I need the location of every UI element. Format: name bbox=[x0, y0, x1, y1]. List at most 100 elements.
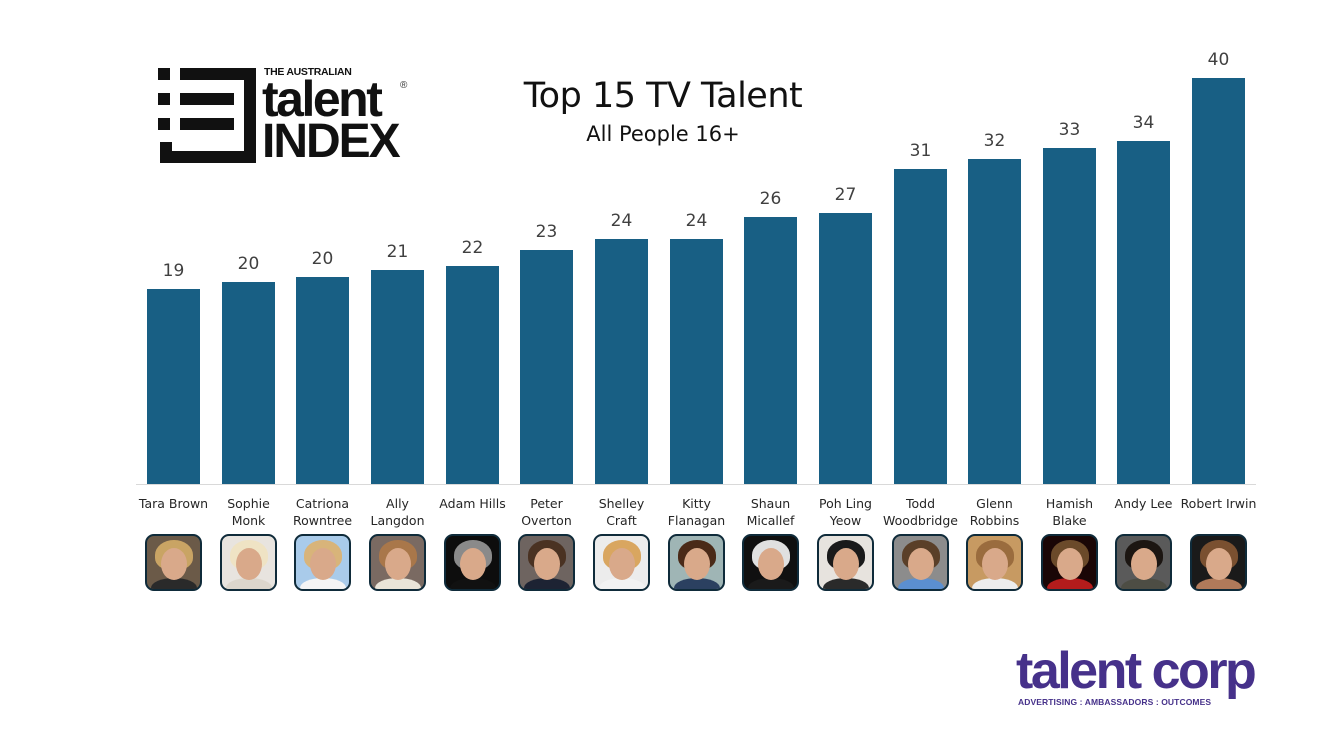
face-shape bbox=[236, 548, 262, 580]
bar bbox=[1192, 78, 1245, 484]
talent-photo bbox=[742, 534, 799, 591]
category-label-line1: Catriona bbox=[295, 496, 350, 511]
bar bbox=[446, 266, 499, 484]
talent-photo bbox=[1190, 534, 1247, 591]
talent-photo bbox=[668, 534, 725, 591]
face-shape bbox=[982, 548, 1008, 580]
talent-photo bbox=[1041, 534, 1098, 591]
category-label-line2: Overton bbox=[521, 513, 572, 528]
face-shape bbox=[385, 548, 411, 580]
data-label: 24 bbox=[685, 211, 708, 231]
registered-mark: ® bbox=[400, 80, 408, 91]
bar bbox=[968, 159, 1021, 484]
face-shape bbox=[833, 548, 859, 580]
bar bbox=[1117, 141, 1170, 484]
data-label: 24 bbox=[610, 211, 633, 231]
category-label-line1: Shelley bbox=[598, 496, 645, 511]
category-label-line1: Robert Irwin bbox=[1180, 496, 1257, 511]
category-label-line1: Glenn bbox=[976, 496, 1013, 511]
shoulders-shape bbox=[151, 578, 197, 589]
talent-photo bbox=[817, 534, 874, 591]
chart-subtitle: All People 16+ bbox=[586, 122, 740, 146]
category-label: Shelley Craft bbox=[582, 495, 662, 529]
shoulders-shape bbox=[599, 578, 645, 589]
shoulders-shape bbox=[748, 578, 794, 589]
talent-photo bbox=[1115, 534, 1172, 591]
data-label: 26 bbox=[759, 189, 782, 209]
talent-photo bbox=[220, 534, 277, 591]
category-label-line1: Shaun bbox=[750, 496, 791, 511]
category-label: Shaun Micallef bbox=[731, 495, 811, 529]
category-label-line1: Ally bbox=[386, 496, 409, 511]
face-shape bbox=[758, 548, 784, 580]
bar bbox=[222, 282, 275, 484]
category-label-line2: Monk bbox=[231, 513, 266, 528]
category-label-line1: Poh Ling bbox=[819, 496, 872, 511]
bar bbox=[1043, 148, 1096, 484]
data-label: 33 bbox=[1058, 120, 1081, 140]
talent-photo bbox=[294, 534, 351, 591]
x-axis-line bbox=[136, 484, 1256, 485]
category-label: Sophie Monk bbox=[209, 495, 289, 529]
shoulders-shape bbox=[1047, 578, 1093, 589]
shoulders-shape bbox=[972, 578, 1018, 589]
category-label-line1: Adam Hills bbox=[439, 496, 506, 511]
talent-corp-logo: talent corp ADVERTISING : AMBASSADORS : … bbox=[1016, 642, 1257, 725]
shoulders-shape bbox=[450, 578, 496, 589]
talent-index-mark-icon bbox=[158, 68, 256, 163]
shoulders-shape bbox=[1121, 578, 1167, 589]
talent-photo bbox=[145, 534, 202, 591]
face-shape bbox=[310, 548, 336, 580]
data-label: 27 bbox=[834, 185, 857, 205]
shoulders-shape bbox=[898, 578, 944, 589]
bar bbox=[147, 289, 200, 484]
bar bbox=[595, 239, 648, 484]
data-label: 22 bbox=[461, 238, 484, 258]
shoulders-shape bbox=[674, 578, 720, 589]
talent-photo bbox=[444, 534, 501, 591]
category-label-line2: Yeow bbox=[829, 513, 862, 528]
category-label: Ally Langdon bbox=[358, 495, 438, 529]
category-label: Tara Brown bbox=[134, 495, 214, 512]
category-label-line2: Langdon bbox=[370, 513, 425, 528]
category-label-line2: Blake bbox=[1052, 513, 1087, 528]
category-label-line1: Sophie bbox=[227, 496, 270, 511]
shoulders-shape bbox=[823, 578, 869, 589]
bar bbox=[296, 277, 349, 484]
category-label-line1: Kitty bbox=[682, 496, 711, 511]
bar bbox=[520, 250, 573, 484]
bar bbox=[670, 239, 723, 484]
category-label: Hamish Blake bbox=[1030, 495, 1110, 529]
face-shape bbox=[609, 548, 635, 580]
talent-photo bbox=[369, 534, 426, 591]
bar bbox=[371, 270, 424, 484]
category-label: Andy Lee bbox=[1104, 495, 1184, 512]
face-shape bbox=[684, 548, 710, 580]
talent-corp-tagline: ADVERTISING : AMBASSADORS : OUTCOMES bbox=[1018, 697, 1212, 707]
talent-index-word-talent: talent bbox=[262, 71, 383, 127]
face-shape bbox=[460, 548, 486, 580]
shoulders-shape bbox=[226, 578, 272, 589]
talent-corp-wordmark: talent corp bbox=[1016, 642, 1257, 700]
bar-chart: 19 Tara Brown 20 Sophie Monk 20 Catriona Rowntr… bbox=[134, 50, 1259, 591]
shoulders-shape bbox=[375, 578, 421, 589]
shoulders-shape bbox=[1196, 578, 1242, 589]
category-label-line2: Robbins bbox=[969, 513, 1020, 528]
category-label: Peter Overton bbox=[507, 495, 587, 529]
talent-photo bbox=[593, 534, 650, 591]
bar bbox=[894, 169, 947, 484]
category-label: Catriona Rowntree bbox=[283, 495, 363, 529]
data-label: 21 bbox=[386, 242, 409, 262]
category-label: Poh Ling Yeow bbox=[806, 495, 886, 529]
category-label: Adam Hills bbox=[433, 495, 513, 512]
category-label: Robert Irwin bbox=[1179, 495, 1259, 512]
data-label: 20 bbox=[311, 249, 334, 269]
face-shape bbox=[534, 548, 560, 580]
talent-index-word-index: INDEX bbox=[262, 115, 401, 168]
category-label: Kitty Flanagan bbox=[657, 495, 737, 529]
data-label: 34 bbox=[1132, 113, 1155, 133]
data-label: 19 bbox=[162, 261, 185, 281]
category-label-line1: Tara Brown bbox=[138, 496, 209, 511]
data-label: 31 bbox=[909, 141, 932, 161]
data-label: 20 bbox=[237, 254, 260, 274]
